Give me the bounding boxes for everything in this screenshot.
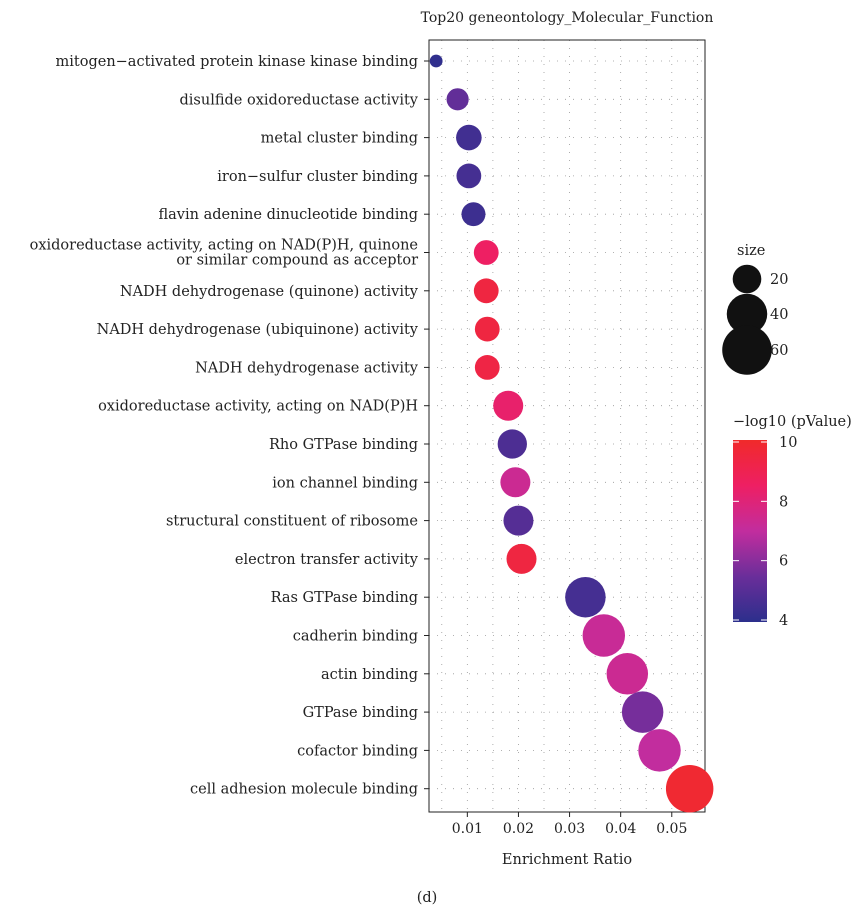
size-legend: size 20 40 60 <box>722 243 788 375</box>
y-tick-label: Rho GTPase binding <box>269 437 418 453</box>
y-tick-label: iron−sulfur cluster binding <box>217 169 418 185</box>
color-legend-tick-label: 8 <box>779 494 788 510</box>
y-tick-label: Ras GTPase binding <box>271 590 418 606</box>
data-point <box>474 316 500 342</box>
y-tick-label: mitogen−activated protein kinase kinase … <box>56 54 418 70</box>
data-point <box>503 505 534 536</box>
plot-frame <box>428 39 706 813</box>
figure-caption: (d) <box>417 890 438 906</box>
x-axis-label: Enrichment Ratio <box>502 852 632 868</box>
color-legend-tick-label: 4 <box>779 613 788 629</box>
size-legend-dot <box>722 325 772 375</box>
x-axis-ticks: 0.01 0.02 0.03 0.04 0.05 <box>452 812 687 837</box>
y-tick-label: NADH dehydrogenase (ubiquinone) activity <box>97 322 419 338</box>
data-point <box>621 691 664 733</box>
grid-layer <box>429 40 705 812</box>
data-point <box>506 543 537 574</box>
size-legend-title: size <box>737 243 765 259</box>
data-point <box>606 653 649 695</box>
data-point <box>500 467 531 498</box>
color-legend-title: −log10 (pValue) <box>733 414 852 430</box>
points-layer <box>429 54 714 813</box>
y-tick-label: cofactor binding <box>297 743 418 759</box>
x-tick-label: 0.03 <box>554 821 585 837</box>
y-tick-label: ion channel binding <box>272 475 418 491</box>
data-point <box>461 202 486 227</box>
data-point <box>473 278 499 304</box>
y-tick-label: structural constituent of ribosome <box>166 514 418 530</box>
y-tick-label: metal cluster binding <box>261 131 418 147</box>
data-point <box>565 576 606 618</box>
y-tick-label: cadherin binding <box>293 629 418 645</box>
data-point <box>474 355 500 380</box>
color-legend-tick-label: 10 <box>779 435 797 451</box>
data-point <box>456 163 482 189</box>
x-tick-label: 0.01 <box>452 821 483 837</box>
data-point <box>429 54 443 68</box>
data-point <box>582 614 626 657</box>
size-legend-label: 20 <box>770 272 788 288</box>
y-tick-label: cell adhesion molecule binding <box>190 782 418 798</box>
size-legend-label: 60 <box>770 343 788 359</box>
y-tick-label: oxidoreductase activity, acting on NAD(P… <box>30 238 418 269</box>
data-point <box>497 429 527 459</box>
data-point <box>493 390 524 421</box>
color-legend: −log10 (pValue) 4 6 8 10 <box>733 414 852 629</box>
size-legend-dot <box>726 293 768 335</box>
y-tick-label: electron transfer activity <box>235 552 419 568</box>
y-tick-label: disulfide oxidoreductase activity <box>180 92 419 108</box>
x-tick-label: 0.05 <box>656 821 687 837</box>
data-point <box>446 88 469 111</box>
data-point <box>456 124 482 151</box>
x-tick-label: 0.04 <box>605 821 636 837</box>
y-tick-label: actin binding <box>321 667 418 683</box>
color-legend-tick-label: 6 <box>779 554 788 570</box>
y-tick-label: GTPase binding <box>303 705 418 721</box>
data-point <box>638 729 681 772</box>
y-tick-label: oxidoreductase activity, acting on NAD(P… <box>98 399 418 415</box>
data-point <box>665 764 714 813</box>
y-tick-label: NADH dehydrogenase activity <box>195 360 419 376</box>
x-tick-label: 0.02 <box>503 821 534 837</box>
y-tick-label: flavin adenine dinucleotide binding <box>158 207 418 223</box>
y-tick-label: NADH dehydrogenase (quinone) activity <box>120 284 419 300</box>
chart-title: Top20 geneontology_Molecular_Function <box>421 10 714 26</box>
size-legend-dot <box>732 264 762 294</box>
y-axis-labels: mitogen−activated protein kinase kinase … <box>30 54 429 798</box>
size-legend-label: 40 <box>770 307 788 323</box>
data-point <box>473 240 499 265</box>
color-legend-bar <box>733 440 767 622</box>
